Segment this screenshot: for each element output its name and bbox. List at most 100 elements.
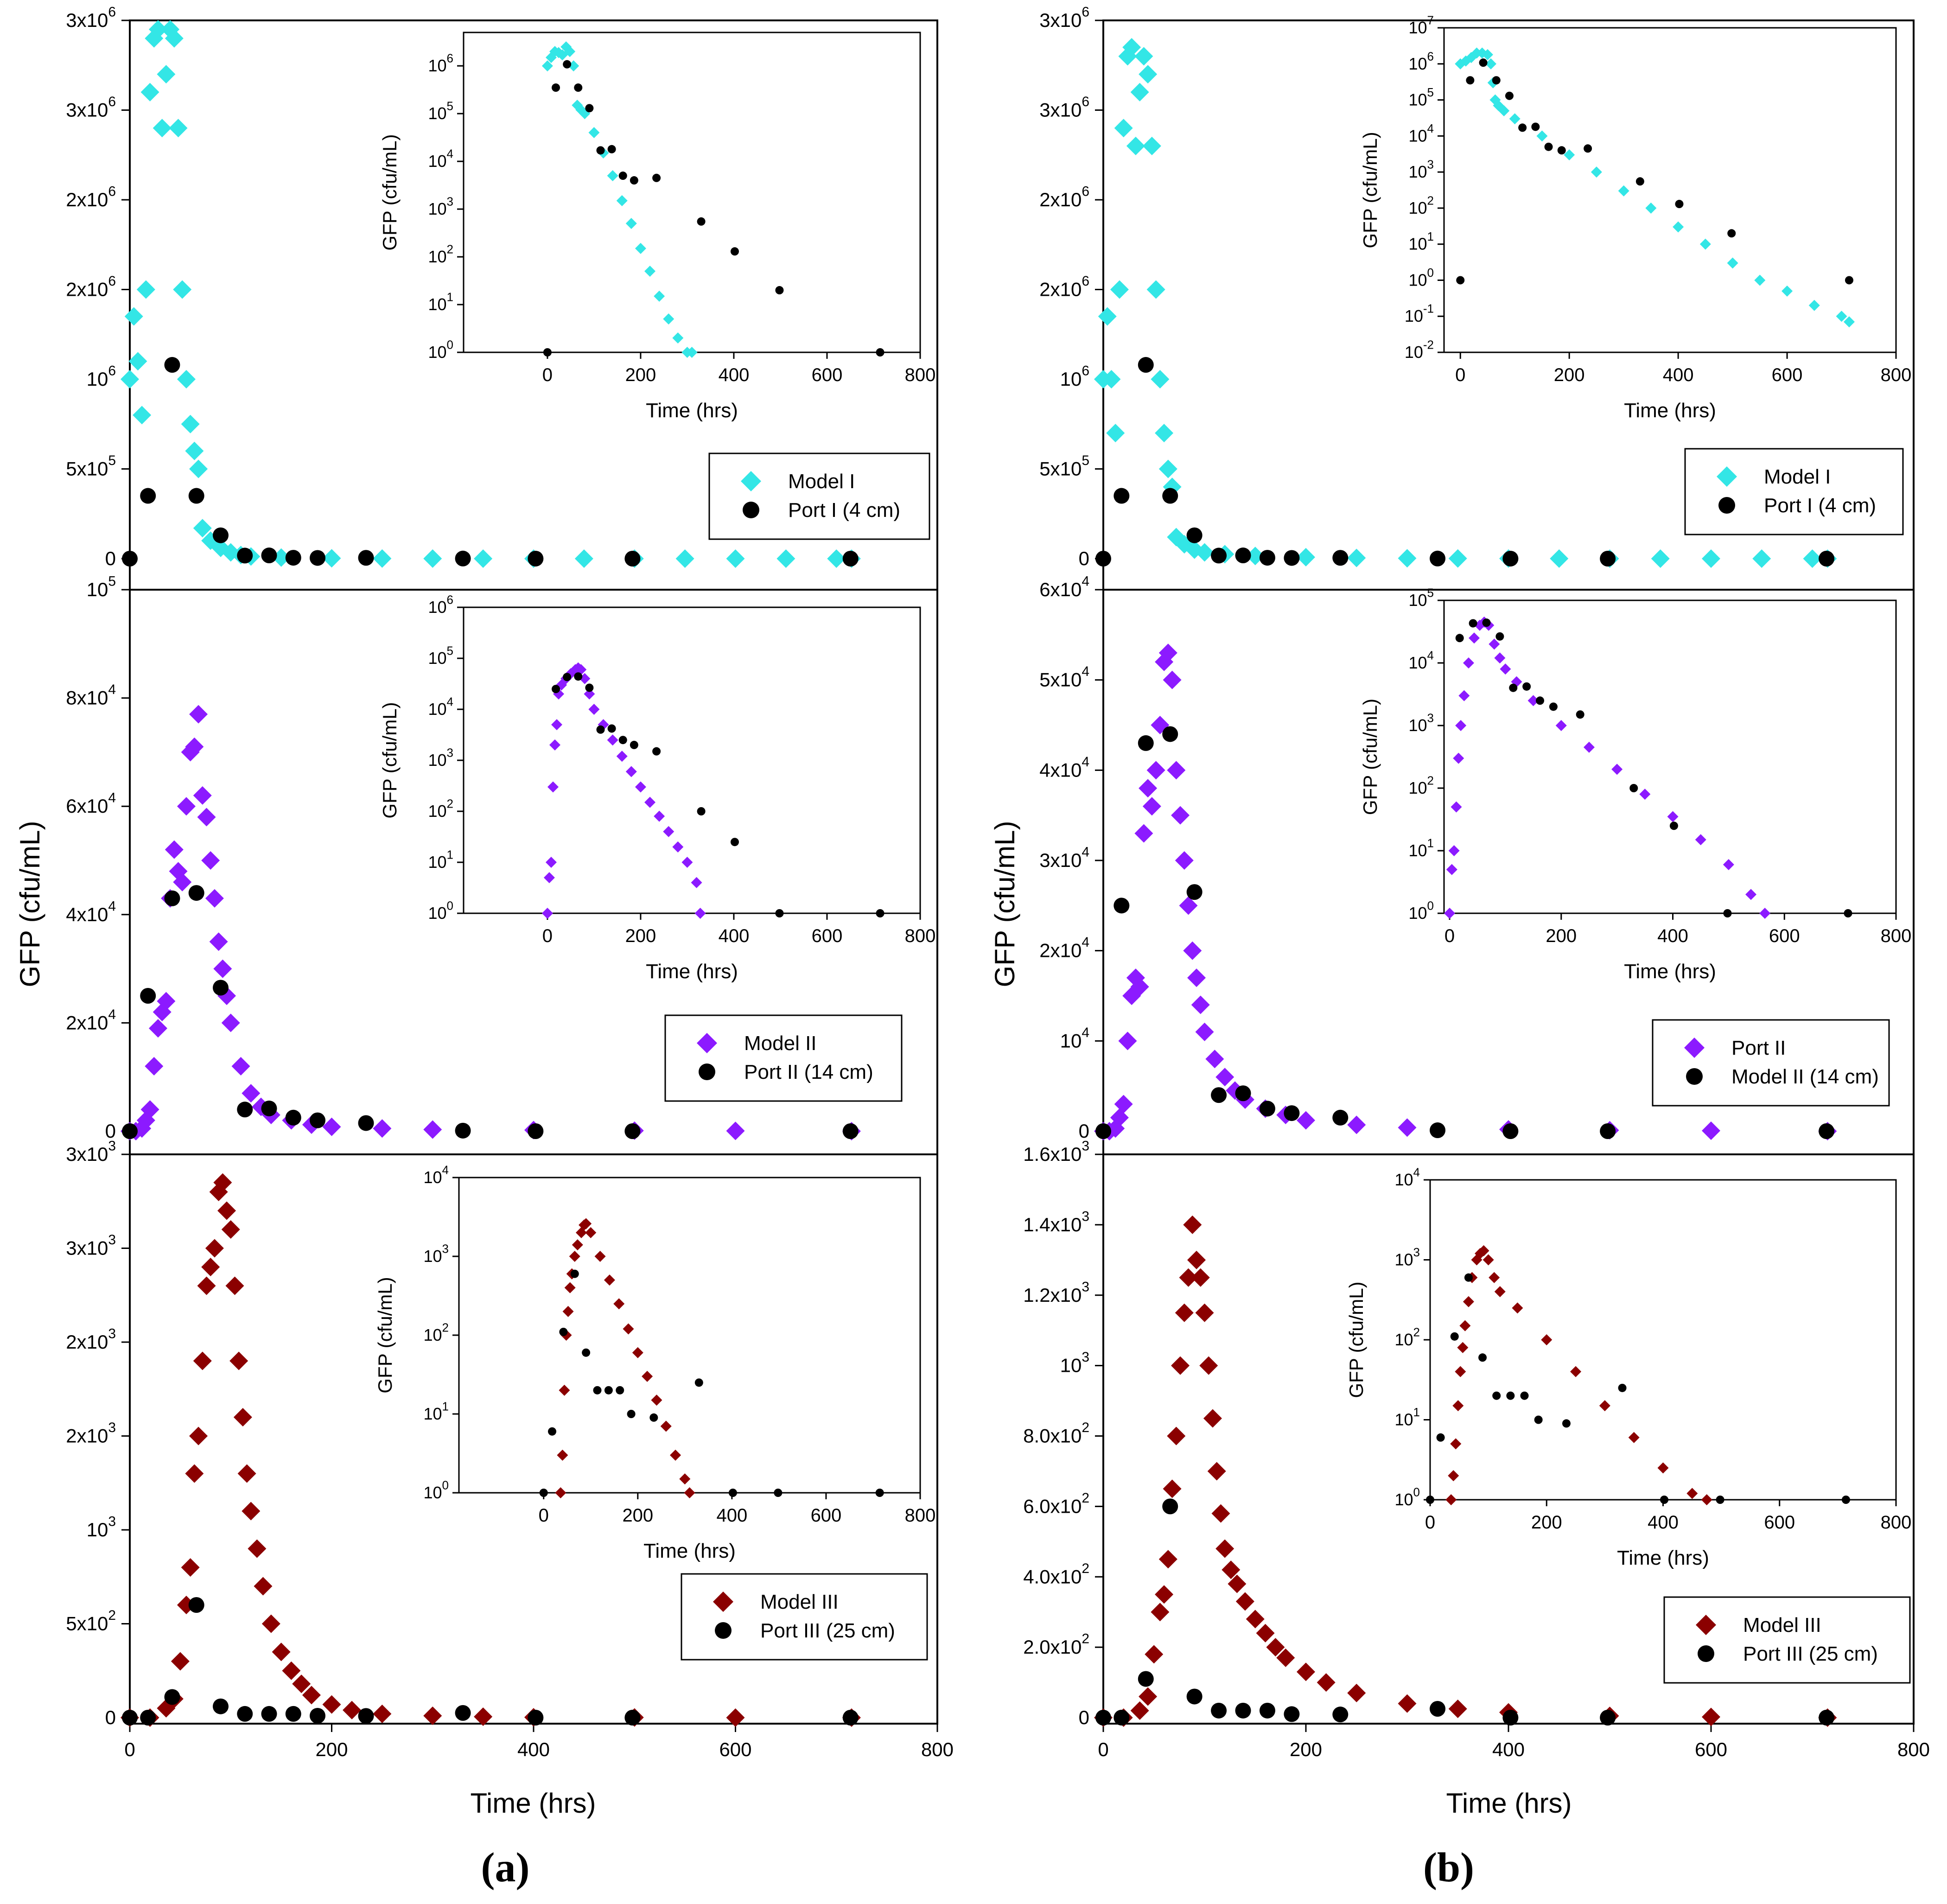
model-marker — [1183, 1215, 1202, 1234]
model-marker — [157, 992, 176, 1011]
y-tick-label: 106 — [87, 363, 116, 390]
model-marker — [1142, 136, 1161, 155]
port-marker — [842, 550, 859, 567]
inset-port-marker — [1723, 909, 1732, 917]
port-marker — [455, 550, 471, 567]
inset-series-port — [1455, 618, 1852, 917]
model-marker — [136, 280, 155, 299]
model-marker — [1171, 806, 1190, 825]
inset-port-marker — [618, 172, 627, 180]
port-marker — [1162, 1498, 1178, 1515]
inset-series-port — [539, 1269, 884, 1497]
model-marker — [1191, 1268, 1210, 1287]
model-marker — [1347, 548, 1366, 567]
model-marker — [1702, 1121, 1720, 1140]
port-marker — [1430, 1701, 1446, 1717]
inset-model-marker — [1564, 149, 1575, 161]
model-marker — [148, 20, 167, 39]
inset-y-tick-label: 100 — [1408, 266, 1434, 290]
y-tick-label: 3x106 — [66, 94, 116, 121]
model-marker — [157, 65, 176, 84]
port-marker — [1819, 550, 1835, 567]
legend-port-swatch — [1718, 497, 1735, 514]
model-marker — [292, 1675, 311, 1694]
inset-model-marker — [1628, 1432, 1640, 1443]
port-marker — [261, 1100, 277, 1116]
inset-model-marker — [1448, 845, 1460, 856]
inset-y-tick-label: 100 — [1394, 1485, 1420, 1509]
inset-port-marker — [652, 173, 661, 182]
inset-y-tick-label: 101 — [1408, 836, 1434, 860]
model-marker — [201, 1258, 220, 1276]
port-marker — [237, 548, 253, 564]
port-marker — [1113, 898, 1130, 914]
inset-port-marker — [1450, 1332, 1459, 1341]
inset-model-marker — [572, 1239, 583, 1251]
inset-model-marker — [1489, 638, 1500, 650]
model-marker — [1246, 1610, 1265, 1629]
inset-model-marker — [1570, 1366, 1582, 1377]
inset-model-marker — [1445, 1494, 1457, 1505]
inset-port-marker — [563, 60, 572, 69]
inset-port-marker — [1518, 123, 1527, 132]
model-marker — [1235, 1592, 1254, 1611]
inset-port-marker — [694, 1378, 703, 1387]
inset-xlabel: Time (hrs) — [1617, 1547, 1709, 1569]
port-marker — [1259, 550, 1275, 566]
model-marker — [1118, 1032, 1137, 1051]
y-tick-label: 106 — [1060, 363, 1089, 390]
inset-model-marker — [1611, 764, 1623, 775]
port-marker — [310, 1112, 326, 1128]
port-marker — [1284, 1706, 1300, 1722]
port-marker — [1235, 548, 1251, 564]
series-port — [1095, 357, 1835, 567]
shared-xlabel-b: Time (hrs) — [1446, 1788, 1572, 1819]
legend-model-swatch — [697, 1033, 717, 1053]
legend-label: Model I — [788, 470, 855, 493]
port-marker — [122, 1710, 138, 1726]
inset-y-tick-label: 106 — [428, 593, 453, 617]
y-tick-label: 2x104 — [1039, 935, 1089, 962]
series-port — [122, 1597, 859, 1726]
y-tick-label: 2x103 — [66, 1420, 116, 1447]
model-marker — [1398, 1118, 1417, 1137]
inset-frame — [458, 1177, 921, 1494]
model-marker — [1134, 47, 1153, 66]
inset-ylabel: GFP (cfu/mL) — [374, 1277, 396, 1393]
inset-x-tick-label: 800 — [1881, 365, 1912, 385]
inset-series-model — [555, 1218, 695, 1498]
inset-frame — [463, 32, 921, 353]
inset-model-marker — [686, 347, 698, 358]
y-tick-label: 0 — [105, 1120, 116, 1142]
inset-port-marker — [1584, 144, 1592, 153]
inset-model-marker — [1455, 1366, 1466, 1377]
inset-model-marker — [1482, 49, 1493, 60]
port-marker — [842, 1123, 859, 1139]
inset-port-marker — [563, 673, 572, 681]
port-marker — [140, 1710, 156, 1726]
model-marker — [133, 406, 152, 425]
inset-model-marker — [545, 857, 557, 868]
inset-model-marker — [549, 739, 560, 751]
y-tick-label: 1.4x103 — [1023, 1209, 1089, 1235]
model-marker — [1139, 65, 1158, 84]
x-tick-label: 400 — [1492, 1738, 1525, 1760]
inset-series-model — [1444, 616, 1771, 919]
inset-port-marker — [697, 217, 706, 226]
inset-model-marker — [1451, 801, 1462, 813]
port-marker — [1138, 1671, 1154, 1687]
model-marker — [1110, 1108, 1129, 1127]
inset-port-marker — [574, 672, 583, 681]
inset-model-marker — [1489, 1272, 1500, 1283]
inset-y-tick-label: 105 — [428, 644, 453, 668]
legend-box — [1684, 448, 1904, 535]
inset-port-marker — [1469, 619, 1477, 628]
inset-model-marker — [588, 704, 600, 715]
inset-model-marker — [632, 1347, 643, 1358]
model-marker — [776, 549, 795, 568]
port-marker — [285, 550, 301, 566]
legend-box — [1652, 1019, 1890, 1107]
port-marker — [358, 1115, 374, 1131]
inset-model-marker — [584, 688, 595, 700]
inset-model-marker — [1541, 1334, 1553, 1345]
